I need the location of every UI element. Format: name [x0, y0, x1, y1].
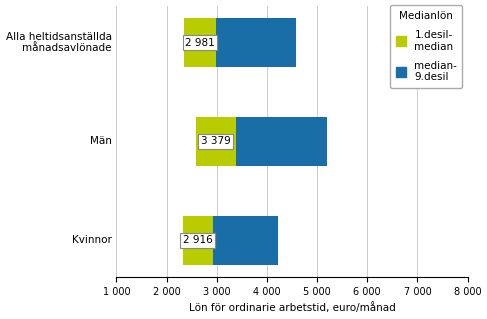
Text: 2 916: 2 916: [183, 235, 213, 245]
Bar: [236, 117, 327, 166]
Bar: [196, 117, 236, 166]
X-axis label: Lön för ordinarie arbetstid, euro/månad: Lön för ordinarie arbetstid, euro/månad: [188, 302, 395, 314]
Bar: [183, 216, 212, 265]
Bar: [212, 216, 278, 265]
Bar: [184, 18, 216, 67]
Legend: 1.desil-
median, median-
9.desil: 1.desil- median, median- 9.desil: [391, 5, 463, 88]
Text: 3 379: 3 379: [201, 137, 231, 146]
Text: 2 981: 2 981: [185, 38, 215, 48]
Bar: [216, 18, 296, 67]
